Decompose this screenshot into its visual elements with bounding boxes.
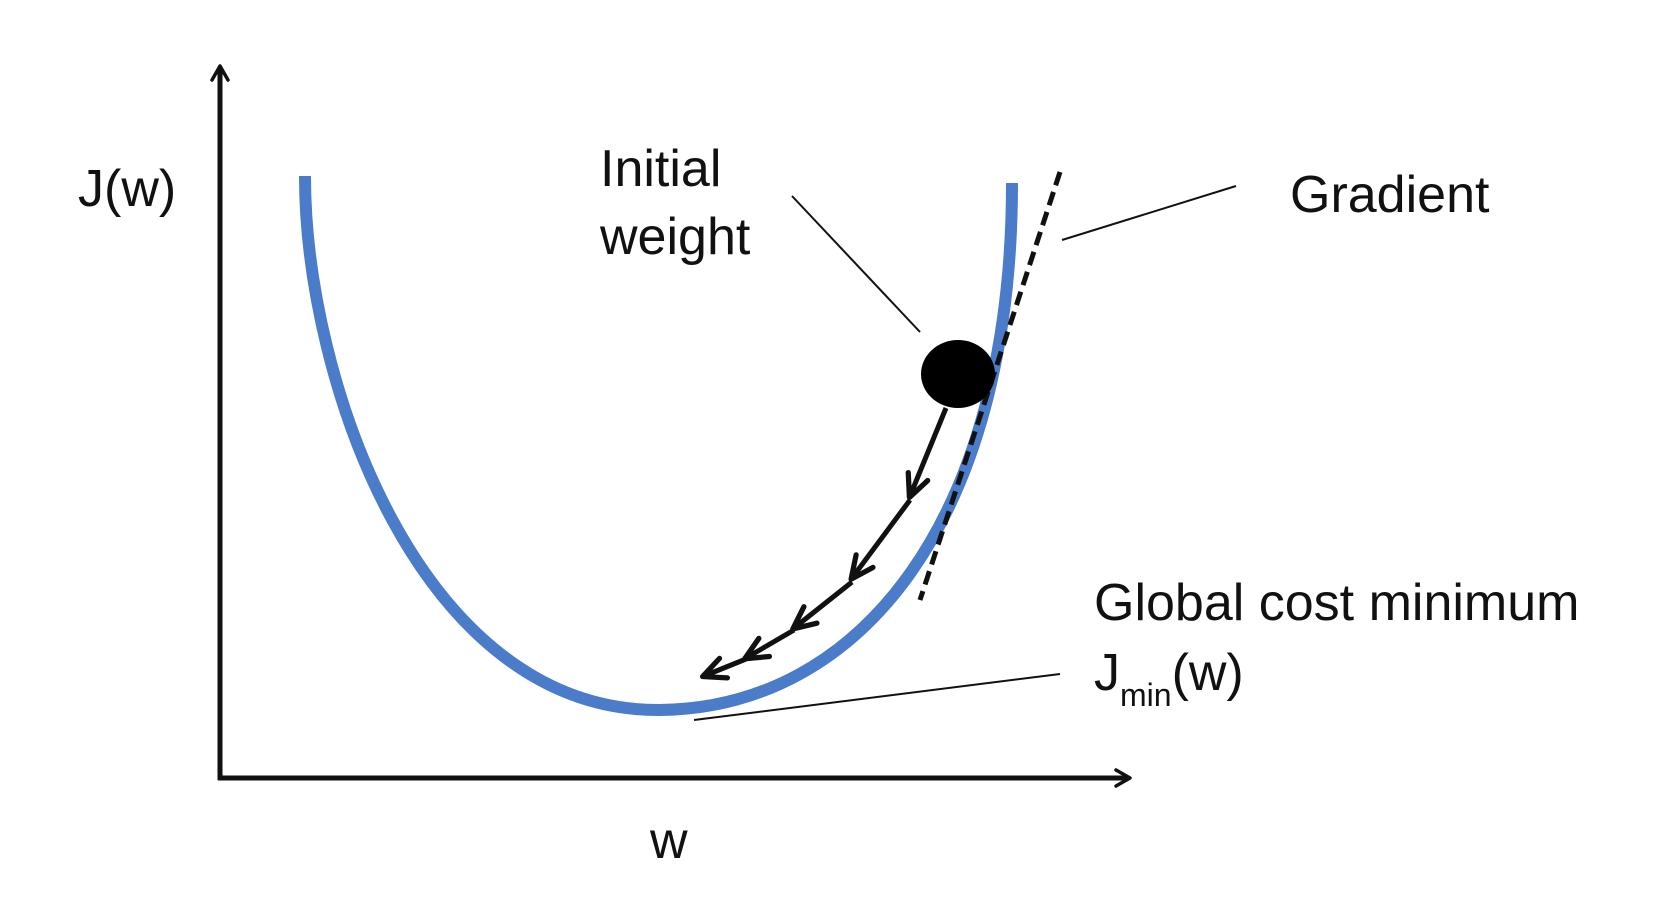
global-min-label-line2: Jmin(w) — [1094, 644, 1244, 713]
descent-step-arrow — [742, 627, 796, 662]
initial-weight-leader-line — [791, 195, 921, 333]
initial-weight-label-line2: weight — [599, 208, 751, 266]
gradient-label: Gradient — [1290, 166, 1490, 224]
initial-weight-label-line1: Initial — [600, 140, 721, 198]
descent-step-arrow — [699, 655, 747, 681]
y-axis-label: J(w) — [78, 160, 176, 218]
descent-step-arrow — [848, 498, 913, 582]
gradient-leader-line — [1061, 185, 1237, 241]
global-min-leader-line — [693, 673, 1061, 721]
gradient-tangent-line — [917, 171, 1063, 601]
global-min-suffix: (w) — [1172, 644, 1244, 702]
initial-weight-ball — [921, 340, 995, 408]
x-axis-label: w — [649, 812, 688, 870]
global-min-label-line1: Global cost minimum — [1094, 574, 1579, 632]
descent-step-arrow — [790, 580, 854, 632]
descent-step-arrow — [905, 407, 949, 501]
global-min-subscript: min — [1120, 677, 1172, 713]
global-min-j: J — [1094, 644, 1120, 702]
